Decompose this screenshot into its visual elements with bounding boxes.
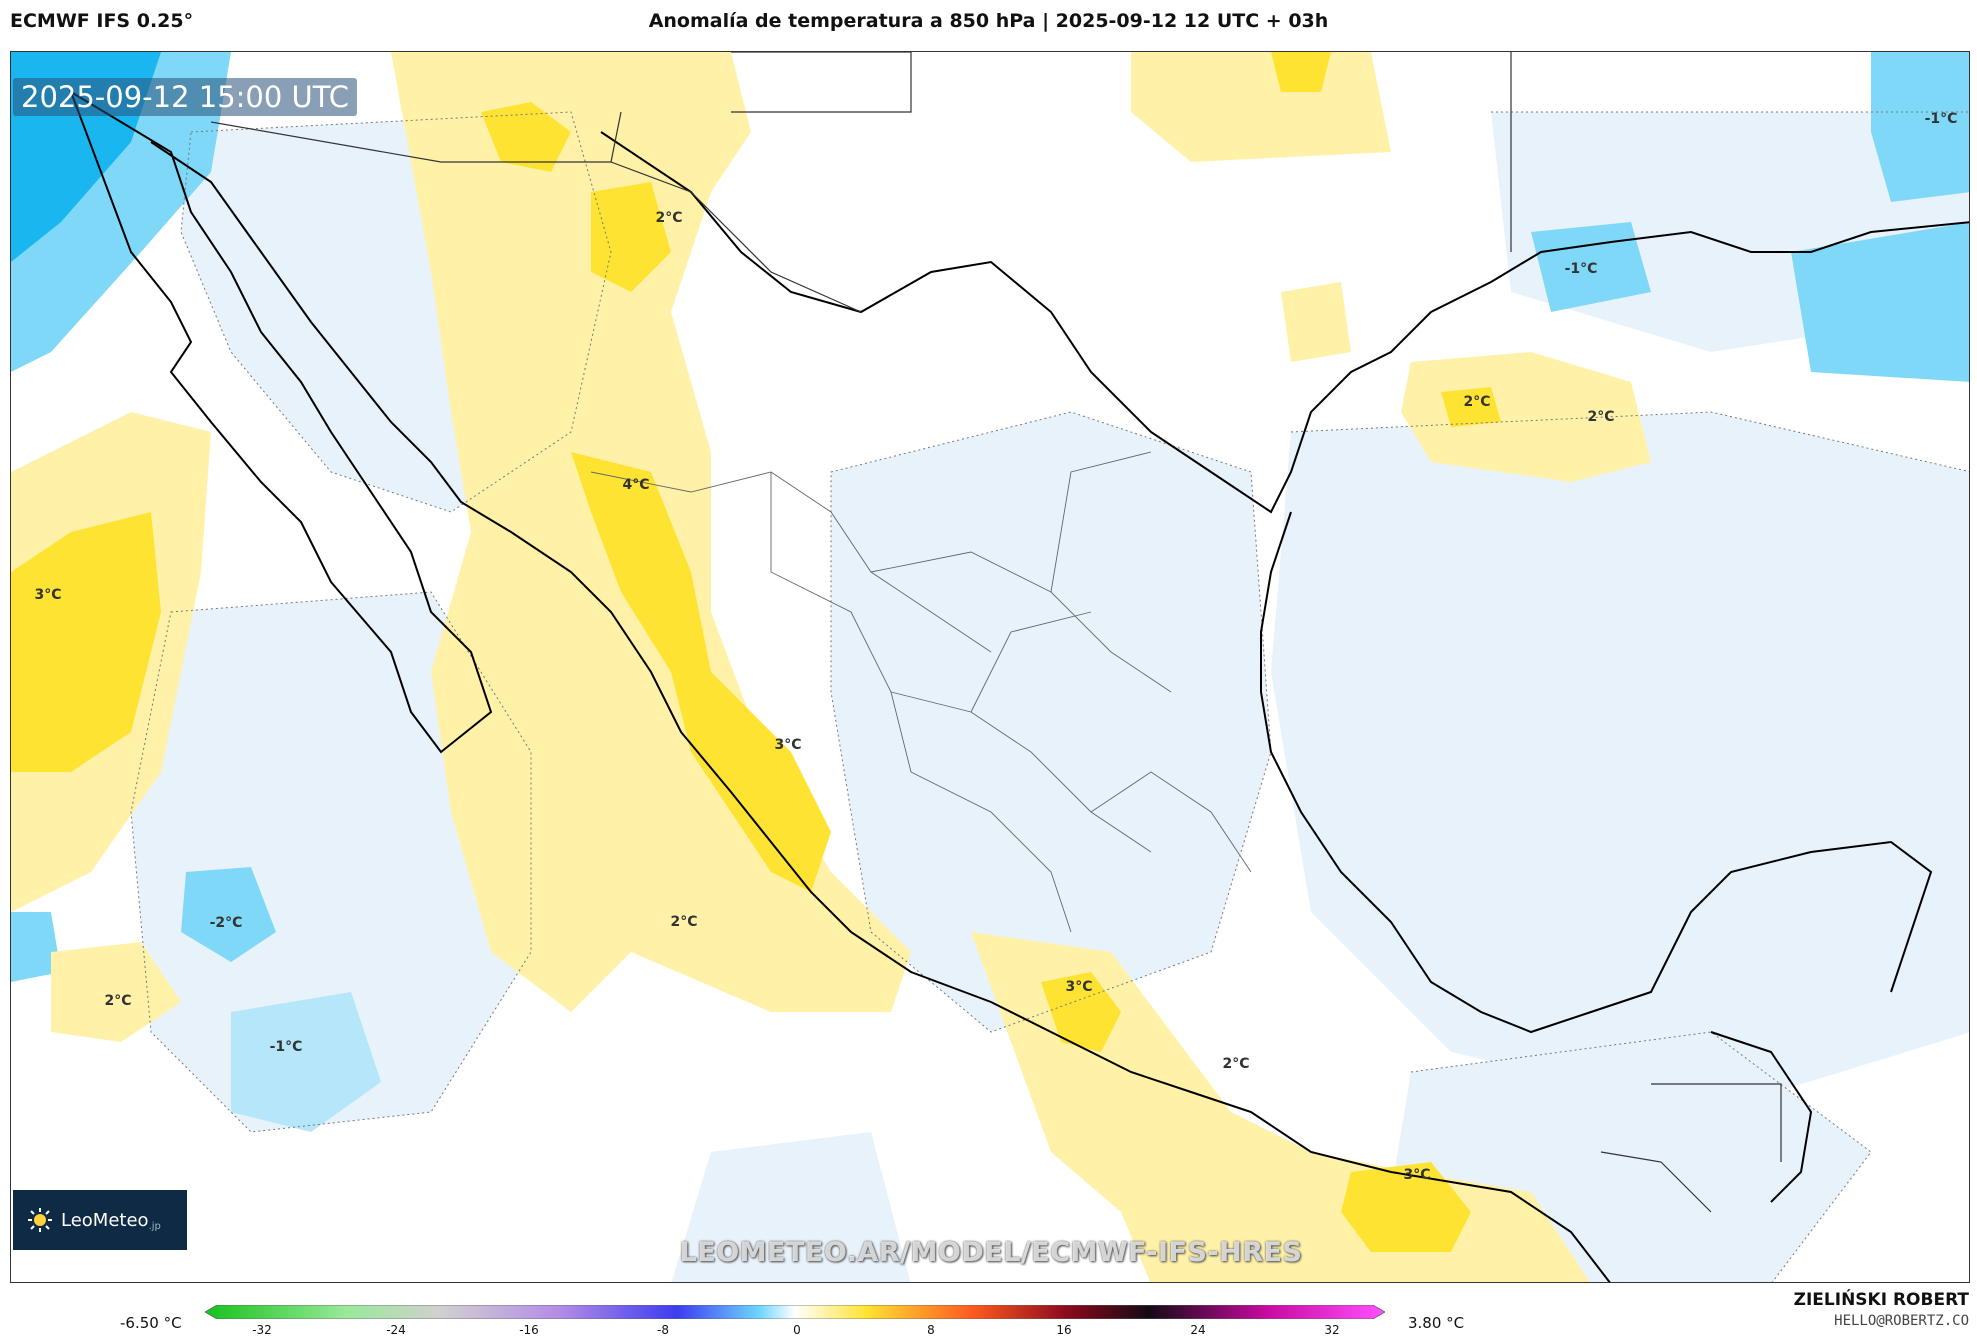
political-borders	[210, 52, 1782, 1213]
colorbar-tick: -32	[252, 1323, 272, 1337]
contour-label: 2°C	[670, 914, 698, 930]
model-label: ECMWF IFS 0.25°	[10, 10, 194, 32]
temperature-colorbar	[205, 1305, 1385, 1319]
cold-anomaly-areas	[11, 52, 1969, 1132]
colorbar-tick: -16	[519, 1323, 539, 1337]
colorbar-tick: -8	[657, 1323, 669, 1337]
scale-max-label: 3.80 °C	[1408, 1314, 1465, 1332]
leometeo-logo[interactable]: LeoMeteo .jp	[13, 1190, 187, 1250]
colorbar-tick: 0	[793, 1323, 801, 1337]
colorbar-tick: -24	[386, 1323, 406, 1337]
map-panel[interactable]: 2025-09-12 15:00 UTC 2°C 4°C 3°C 3°C 2°C…	[10, 51, 1970, 1283]
contour-label: 2°C	[1587, 409, 1615, 425]
contour-label: 2°C	[104, 993, 132, 1009]
state-boundaries	[590, 451, 1252, 933]
source-watermark: LEOMETEO.AR/MODEL/ECMWF-IFS-HRES	[679, 1237, 1303, 1268]
contour-label: 2°C	[1222, 1056, 1250, 1072]
logo-text: LeoMeteo	[61, 1209, 149, 1231]
contour-label: 2°C	[655, 210, 683, 226]
scale-min-label: -6.50 °C	[120, 1314, 182, 1332]
contour-label: 2°C	[1463, 394, 1491, 410]
strong-warm-anomaly-areas	[11, 52, 1501, 1252]
contour-label: -1°C	[1924, 111, 1958, 127]
contour-label: -1°C	[269, 1039, 303, 1055]
contour-label: 4°C	[622, 477, 650, 493]
contour-lines	[130, 111, 1969, 1282]
contour-label: 3°C	[34, 587, 62, 603]
logo-suffix: .jp	[148, 1221, 161, 1232]
author-name: ZIELIŃSKI ROBERT	[1793, 1290, 1969, 1310]
valid-time-badge: 2025-09-12 15:00 UTC	[13, 78, 358, 116]
contour-label: 3°C	[774, 737, 802, 753]
map-title: Anomalía de temperatura a 850 hPa | 2025…	[648, 10, 1329, 32]
anomaly-map	[11, 52, 1969, 1282]
contour-label: 3°C	[1403, 1167, 1431, 1183]
colorbar-tick: 16	[1056, 1323, 1072, 1337]
colorbar-tick: 8	[927, 1323, 935, 1337]
sun-icon	[28, 1208, 52, 1232]
colorbar-tick: 32	[1324, 1323, 1340, 1337]
colorbar-tick: 24	[1190, 1323, 1206, 1337]
contour-label: -1°C	[1564, 261, 1598, 277]
author-email[interactable]: HELLO@ROBERTZ.CO	[1834, 1313, 1969, 1329]
contour-label: -2°C	[209, 915, 243, 931]
contour-label: 3°C	[1065, 979, 1093, 995]
